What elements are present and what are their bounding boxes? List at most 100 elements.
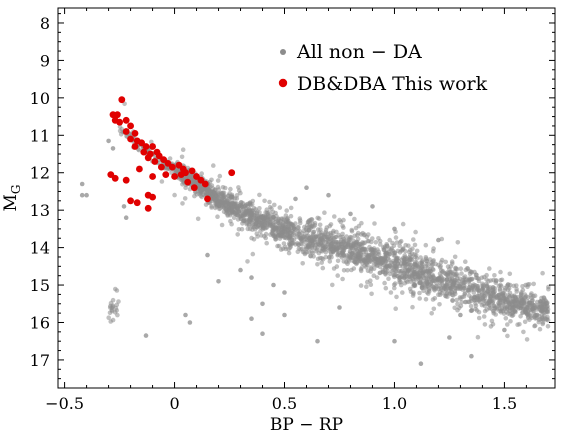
background-point: [340, 231, 345, 237]
background-point: [276, 243, 282, 249]
background-point: [289, 229, 295, 234]
highlight-point: [122, 176, 130, 184]
background-point: [295, 241, 300, 246]
background-point: [538, 300, 543, 306]
background-point: [412, 262, 418, 268]
background-point: [314, 248, 319, 254]
background-point: [507, 271, 513, 277]
background-point: [545, 310, 550, 315]
background-point: [267, 199, 272, 205]
background-point: [257, 192, 262, 198]
background-point: [505, 282, 511, 287]
background-point: [520, 305, 526, 311]
highlight-point: [149, 193, 157, 201]
background-point: [432, 275, 437, 281]
background-point: [513, 295, 518, 300]
highlight-point: [127, 197, 134, 205]
background-point: [218, 190, 224, 196]
background-point: [545, 324, 551, 329]
background-point: [536, 317, 542, 323]
background-point: [268, 232, 273, 237]
background-point: [479, 275, 485, 281]
y-axis-label-subscript: G: [9, 184, 23, 194]
background-point: [337, 253, 343, 258]
background-point: [412, 242, 418, 248]
background-point: [500, 293, 506, 299]
background-point: [313, 242, 319, 248]
background-point: [516, 306, 522, 311]
background-point: [117, 128, 123, 134]
background-point: [167, 156, 173, 161]
background-point: [430, 262, 435, 267]
background-point: [521, 329, 526, 335]
background-point: [337, 217, 342, 223]
background-point: [319, 260, 325, 265]
background-point: [282, 290, 287, 295]
background-point: [456, 305, 462, 311]
background-point: [326, 192, 331, 198]
background-point: [540, 320, 546, 325]
y-tick-label: 14: [30, 239, 50, 258]
background-point: [286, 250, 292, 256]
points-layer: [79, 96, 551, 367]
background-point: [238, 216, 244, 221]
background-point: [297, 216, 303, 221]
background-point: [476, 309, 482, 315]
background-point: [537, 304, 543, 310]
background-point: [411, 291, 416, 297]
background-point: [476, 315, 482, 321]
background-point: [217, 203, 222, 208]
background-point: [345, 244, 350, 249]
background-point: [280, 229, 286, 235]
background-point: [264, 240, 270, 246]
background-point: [327, 259, 333, 264]
background-point: [443, 293, 448, 299]
background-point: [84, 192, 89, 198]
background-point: [110, 317, 116, 323]
background-point: [319, 236, 325, 242]
background-point: [414, 248, 420, 254]
background-point: [110, 146, 116, 151]
background-point: [334, 247, 340, 253]
background-point: [397, 263, 403, 269]
background-point: [403, 242, 409, 248]
background-point: [213, 205, 218, 211]
background-point: [463, 259, 468, 265]
background-point: [420, 264, 425, 270]
background-point: [281, 233, 286, 238]
background-point: [215, 214, 220, 219]
background-point: [271, 282, 276, 288]
background-point: [358, 268, 364, 274]
background-point: [467, 299, 472, 305]
highlight-point: [133, 199, 141, 207]
background-point: [310, 221, 315, 226]
background-point: [406, 258, 412, 263]
background-point: [438, 260, 444, 265]
background-point: [315, 239, 320, 244]
background-point: [365, 258, 371, 264]
background-point: [219, 222, 225, 228]
background-point: [393, 306, 399, 312]
legend-marker-highlight-series: [278, 78, 288, 88]
background-point: [358, 258, 363, 264]
background-point: [518, 314, 523, 319]
background-point: [412, 282, 417, 288]
background-point: [517, 321, 522, 327]
background-point: [373, 256, 379, 262]
background-point: [362, 259, 367, 265]
background-point: [288, 205, 294, 211]
background-point: [401, 275, 407, 281]
background-point: [316, 216, 322, 221]
background-point: [423, 285, 429, 291]
background-point: [484, 272, 489, 278]
background-point: [254, 211, 260, 216]
background-point: [191, 179, 196, 185]
background-point: [507, 301, 512, 306]
background-point: [353, 244, 358, 250]
background-point: [440, 287, 446, 293]
background-point: [322, 245, 327, 250]
background-point: [253, 221, 259, 226]
background-point: [460, 287, 466, 292]
background-point: [200, 186, 206, 192]
background-point: [350, 250, 356, 256]
